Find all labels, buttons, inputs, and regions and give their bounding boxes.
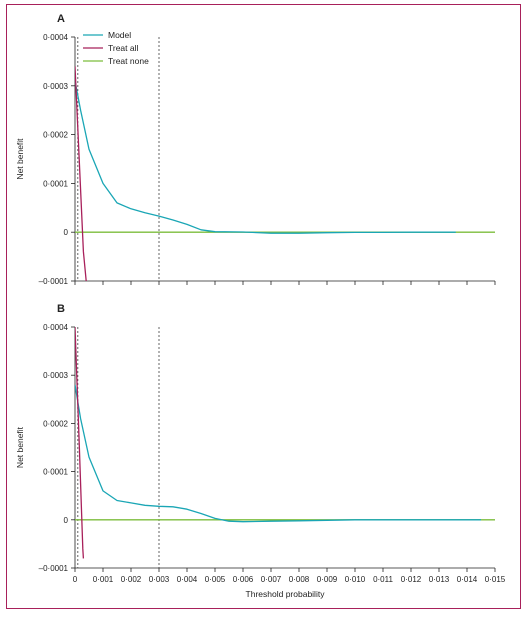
legend-label-model: Model [108,30,131,40]
y-axis-title: Net benefit [15,426,25,468]
legend-label-treat-all: Treat all [108,43,139,53]
figure-frame [6,4,521,609]
y-tick-label: 0 [64,516,69,525]
panel-a: A Net benefit –0·0001 0 0·0001 0·0002 0·0003 0·… [15,13,496,286]
y-tick-label: 0 [64,228,69,237]
x-tick-label: 0·011 [373,575,393,584]
x-tick-label: 0·010 [345,575,366,584]
panel-letter: B [57,303,65,315]
y-tick-label: 0·0002 [43,131,68,140]
y-tick-label: 0·0002 [43,419,68,428]
x-tick-label: 0·009 [317,575,338,584]
x-tick-label: 0·004 [177,575,198,584]
y-tick-label: 0·0004 [43,323,68,332]
x-tick-label: 0·013 [429,575,450,584]
y-tick-label: 0·0003 [43,82,68,91]
x-tick-label: 0·007 [261,575,282,584]
x-axis-title: Threshold probability [246,589,326,599]
y-tick-label: 0·0004 [43,33,68,42]
series-model-line [75,384,481,523]
x-tick-label: 0·003 [149,575,170,584]
panel-b: B Net benefit –0·0001 0 0·0001 0·0002 0·0003 0·… [15,303,506,599]
legend-label-treat-none: Treat none [108,56,149,66]
x-tick-label: 0·005 [205,575,226,584]
y-axis-title: Net benefit [15,138,25,180]
series-treat-all-line [75,66,87,281]
y-tick-label: –0·0001 [39,277,69,286]
x-tick-label: 0·008 [289,575,310,584]
y-tick-label: 0·0001 [43,179,68,188]
y-tick-label: 0·0003 [43,371,68,380]
x-tick-label: 0·006 [233,575,254,584]
series-model-line [75,80,456,234]
series-treat-all-line [75,327,85,559]
y-tick-label: 0·0001 [43,468,68,477]
x-tick-label: 0·014 [457,575,478,584]
x-tick-label: 0·012 [401,575,422,584]
y-tick-label: –0·0001 [39,564,69,573]
x-tick-label: 0·001 [93,575,114,584]
x-tick-label: 0·015 [485,575,506,584]
panel-letter: A [57,13,65,25]
x-tick-label: 0 [73,575,78,584]
x-tick-label: 0·002 [121,575,142,584]
